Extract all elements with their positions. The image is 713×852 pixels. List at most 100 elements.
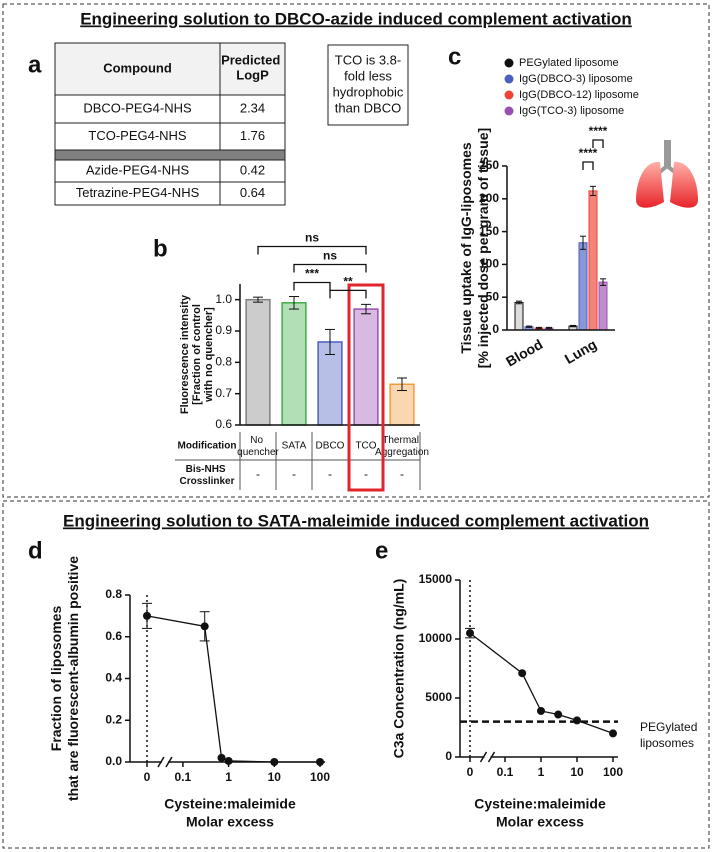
bar <box>598 281 608 331</box>
section-frame <box>2 3 710 498</box>
x-tick-label: 1 <box>225 770 232 784</box>
text-line: quencher <box>237 447 279 458</box>
x-tick-label: 0 <box>467 765 474 779</box>
y-tick-label: 5000 <box>425 690 452 704</box>
table-cell: 1.76 <box>240 128 265 143</box>
text-line: Bis-NHS <box>186 464 229 475</box>
x-tick-label: 10 <box>570 765 584 779</box>
note-box <box>327 44 409 126</box>
x-tick-label: 0.1 <box>175 770 192 784</box>
legend-marker <box>504 106 514 116</box>
legend-marker <box>504 74 514 84</box>
y-tick-label: 0 <box>445 749 452 763</box>
category-label: TCO <box>355 441 376 452</box>
x-tick-label: 10 <box>268 770 282 784</box>
note-text: TCO is 3.8- <box>335 52 401 67</box>
x-axis-label: Molar excess <box>496 814 584 830</box>
significance-label: ** <box>343 275 353 289</box>
note-text: hydrophobic <box>333 84 404 99</box>
data-point <box>224 756 233 765</box>
reference-label: liposomes <box>640 736 694 750</box>
y-tick-label: 0.0 <box>105 754 122 768</box>
data-point <box>609 729 617 738</box>
error-bar <box>580 235 586 250</box>
significance-bracket <box>592 139 604 148</box>
y-axis-label: that are fluorescent-albumin positive <box>65 556 81 801</box>
x-axis-label: Cysteine:maleimide <box>164 796 296 812</box>
significance-bracket <box>257 245 367 255</box>
panel-label: e <box>375 537 388 564</box>
x-tick-label: 1 <box>538 765 545 779</box>
data-line <box>469 632 614 735</box>
table-row <box>54 181 286 206</box>
x-tick-label: Lung <box>562 336 600 367</box>
table-cell: - <box>256 467 260 481</box>
y-axis-label: [Fraction of control <box>191 304 203 405</box>
note-text: fold less <box>344 68 392 83</box>
error-bar <box>526 325 532 328</box>
y-tick-label: 150 <box>479 224 499 238</box>
reference-label: PEGylated <box>640 720 697 734</box>
text-line: Thermal <box>382 435 421 446</box>
y-tick-label: 0.6 <box>105 629 122 643</box>
error-bar <box>289 296 299 310</box>
bar <box>514 301 524 331</box>
table-cell: Tetrazine-PEG4-NHS <box>76 185 200 200</box>
y-axis-label: [% injected dose per gram of tissue] <box>475 128 491 368</box>
y-tick-label: 250 <box>479 158 499 172</box>
section-title: Engineering solution to SATA-maleimide i… <box>63 511 649 530</box>
category-label: No quencher <box>237 435 279 458</box>
table-header-bg <box>54 42 286 96</box>
error-bar <box>546 326 552 330</box>
bar <box>353 308 379 426</box>
table-cell: 0.42 <box>240 162 265 177</box>
data-point <box>316 758 324 766</box>
y-tick-label: 0 <box>492 322 499 336</box>
panel-label: c <box>448 43 461 70</box>
significance-label: ns <box>323 249 337 263</box>
table-cell: - <box>400 467 404 481</box>
lung-icon <box>636 140 698 208</box>
legend-label: IgG(TCO-3) liposome <box>519 105 624 117</box>
data-line <box>146 615 320 763</box>
legend-label: IgG(DBCO-3) liposome <box>519 73 633 85</box>
lung-left <box>636 161 664 208</box>
y-axis-label: Fraction of liposomes <box>48 606 64 752</box>
text-line: Crosslinker <box>179 476 234 487</box>
y-axis-label: Tissue uptake of IgG-liposomes <box>458 142 474 354</box>
panel-label: a <box>28 51 42 78</box>
y-tick-label: 0.4 <box>105 671 122 685</box>
section-title: Engineering solution to DBCO-azide induc… <box>80 9 632 28</box>
x-tick-label: 100 <box>310 770 330 784</box>
text-line: Aggregation <box>375 447 429 458</box>
y-tick-label: 0.8 <box>105 587 122 601</box>
y-tick-label: 10000 <box>419 631 453 645</box>
error-bar <box>325 328 335 355</box>
data-point <box>537 706 545 715</box>
bar <box>245 298 271 426</box>
table-cell: 0.64 <box>240 185 265 200</box>
table-row <box>54 94 286 124</box>
data-point <box>217 753 226 762</box>
y-tick-label: 0.8 <box>215 355 232 369</box>
legend-marker <box>504 58 514 68</box>
y-tick-label: 200 <box>479 191 499 205</box>
x-tick-label: 0 <box>144 770 151 784</box>
table-cell: - <box>292 467 296 481</box>
x-tick-label: Blood <box>503 336 545 370</box>
error-bar <box>253 296 263 303</box>
data-point <box>554 710 563 719</box>
trachea <box>664 140 671 168</box>
table-cell: DBCO-PEG4-NHS <box>83 100 192 115</box>
significance-label: **** <box>589 124 608 138</box>
error-bar <box>397 377 407 392</box>
bar <box>578 242 588 331</box>
significance-bracket <box>582 161 594 170</box>
note-text: than DBCO <box>335 100 401 115</box>
error-bar <box>361 303 371 315</box>
y-tick-label: 100 <box>479 257 499 271</box>
significance-bracket <box>293 263 367 273</box>
table-header: Compound <box>103 60 172 75</box>
panel-label: b <box>153 235 168 262</box>
